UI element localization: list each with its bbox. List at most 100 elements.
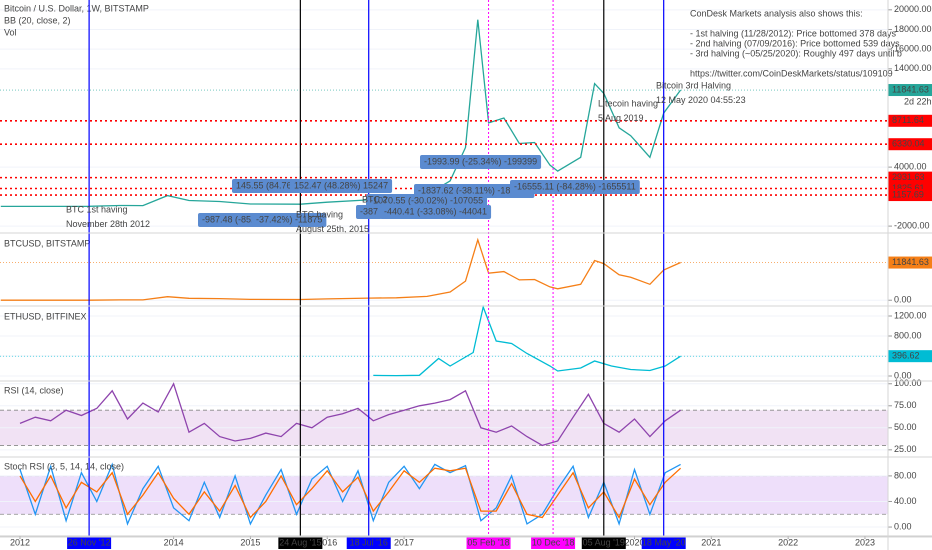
marker-label: 10 Dec '18 [532,537,575,547]
y-tick-label: 50.00 [894,422,917,432]
annotation: Bitcoin 3rd Halving [656,80,731,90]
measure-label: -1837.62 (-38.11%) -183762 [418,185,530,195]
annotation: 12 May 2020 04:55:23 [656,95,746,105]
price-badge [888,189,932,202]
price-badge-label: 1825.61 [892,183,925,193]
annotation: ConDesk Markets analysis also shows this… [690,8,863,18]
marker-badge [581,537,626,549]
last-price-label: 11841.63 [892,84,929,94]
band [0,475,888,515]
pane-title: BTCUSD, BITSTAMP [4,238,90,248]
measure-box [290,179,393,193]
marker-label: 05 Aug '19 [583,537,625,547]
price-badge [888,138,932,151]
last-price-label: 396.62 [892,351,920,361]
annotation: November 28th 2012 [66,219,150,229]
countdown: 2d 22h [904,96,932,106]
x-tick-label: 2014 [164,537,184,547]
annotation: - 2nd halving (07/09/2016): Price bottom… [690,38,900,48]
y-tick-label: 0.00 [894,295,912,305]
y-tick-label: 20000.00 [894,4,932,14]
x-tick-label: 2021 [701,537,721,547]
measure-box [252,213,327,227]
y-tick-label: 14000.00 [894,63,932,73]
x-tick-label: 2017 [394,537,414,547]
pane-title: ETHUSD, BITFINEX [4,311,87,321]
measure-box [420,155,542,169]
y-tick-label: 0.00 [894,370,912,380]
marker-label: 05 Feb '18 [467,537,509,547]
measure-label: 145.55 (84.76%) [236,180,303,190]
annotation: BTC 1st having [66,204,128,214]
last-price-badge [888,256,932,269]
annotation: August 25th, 2015 [296,224,369,234]
measure-label: 152.47 (48.28%) 15247 [294,180,388,190]
measure-label: -440.41 (-33.08%) -44041 [384,206,487,216]
measure-box [510,180,640,194]
y-tick-label: 80.00 [894,470,917,480]
y-tick-label: -2000.00 [894,220,930,230]
y-tick-label: 800.00 [894,330,922,340]
measure-box [366,194,488,208]
measure-box [232,179,307,193]
y-tick-label: 16000.00 [894,44,932,54]
marker-badge [641,537,686,549]
y-tick-label: 18000.00 [894,24,932,34]
y-tick-label: 100.00 [894,378,922,388]
measure-label: -387 [360,206,378,216]
annotation: - 3rd halving (~05/25/2020): Roughly 497… [690,48,902,58]
marker-label: 24 Aug '15 [279,537,321,547]
pane-title: RSI (14, close) [4,385,64,395]
pane-title: Stoch RSI (3, 5, 14, 14, close) [4,461,124,471]
annotation: https://twitter.com/CoinDeskMarkets/stat… [690,68,893,78]
measure-box [380,205,492,219]
measure-label: -1993.99 (-25.34%) -199399 [424,156,537,166]
price-badge [888,171,932,184]
x-tick-label: 2023 [855,537,875,547]
x-tick-label: 2015 [240,537,260,547]
measure-label: -37.42%) -11875 [256,214,322,224]
y-tick-label: 75.00 [894,400,917,410]
marker-badge [67,537,112,549]
x-tick-label: 2020 [624,537,644,547]
measure-box [356,205,383,219]
y-tick-label: 0.00 [894,521,912,531]
x-tick-label: 2022 [778,537,798,547]
annotation: Litecoin having [598,98,658,108]
marker-badge [278,537,323,549]
marker-label: 18 Jul '16 [350,537,388,547]
y-tick-label: 40.00 [894,496,917,506]
annotation: BTC 2 [362,194,388,204]
marker-label: 26 Nov '12 [68,537,111,547]
x-tick-label: 2012 [10,537,30,547]
series-line [19,462,681,527]
marker-badge [466,537,511,549]
y-tick-label: 4000.00 [894,161,927,171]
measure-label: -1070.55 (-30.02%) -107055 [370,195,483,205]
marker-label: 18 May '20 [642,537,686,547]
last-price-label: 11841.63 [892,257,929,267]
price-badge-label: 1157.69 [892,189,924,199]
price-badge [888,114,932,127]
pane-title: Bitcoin / U.S. Dollar, 1W, BITSTAMP [4,3,149,13]
y-tick-label: 1200.00 [894,310,927,320]
price-badge-label: 6330.04 [892,139,925,149]
marker-badge [531,537,576,549]
series-line [19,467,682,519]
annotation: BTC having [296,209,343,219]
price-badge-label: 2931.63 [892,172,925,182]
last-price-badge [888,84,932,97]
indicator-label: Vol [4,27,17,37]
price-badge-label: 8711.64 [892,115,924,125]
indicator-label: BB (20, close, 2) [4,15,71,25]
x-tick-label: 2016 [317,537,337,547]
series-line [373,304,681,377]
series-line [19,382,681,447]
annotation: 5 Aug 2019 [598,113,644,123]
annotation: - 1st halving (11/28/2012): Price bottom… [690,28,896,38]
measure-label: -16555.11 (-84.28%) -1655511 [514,181,636,191]
last-price-badge [888,350,932,363]
marker-badge [346,537,391,549]
